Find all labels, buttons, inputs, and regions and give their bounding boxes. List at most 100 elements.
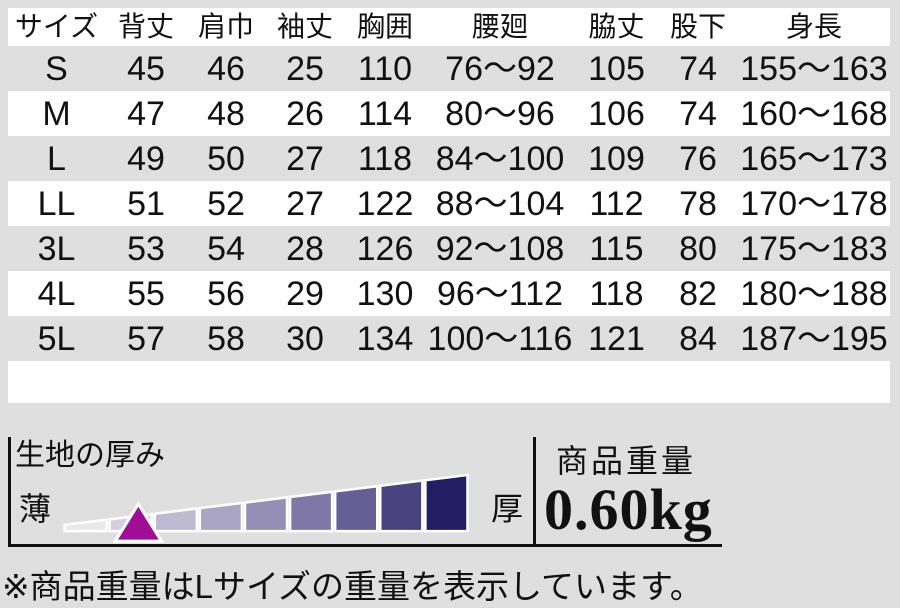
table-row: M 47 48 26 114 80〜96 106 74 160〜168 [8, 91, 890, 136]
value-cell: 74 [679, 94, 717, 133]
value-cell: 160〜168 [740, 94, 888, 133]
size-spec-table: サイズ 背丈 肩巾 袖丈 胸囲 腰廻 脇丈 股下 身長 S 45 46 25 110 76〜92 105 74… [8, 8, 890, 403]
value-cell: 56 [207, 274, 245, 313]
header-cell: サイズ [14, 11, 99, 42]
value-cell: 76〜92 [445, 49, 555, 88]
value-cell: 57 [127, 319, 165, 358]
wedge-segment [424, 473, 469, 533]
value-cell: 180〜188 [740, 274, 888, 313]
size-cell: 4L [37, 274, 76, 313]
value-cell: 78 [679, 184, 717, 223]
thin-label: 薄 [19, 491, 52, 527]
value-cell: 76 [679, 139, 717, 178]
header-cell: 背丈 [117, 11, 174, 42]
table-row: S 45 46 25 110 76〜92 105 74 155〜163 [8, 46, 890, 91]
value-cell: 29 [286, 274, 324, 313]
value-cell: 112 [589, 184, 644, 223]
size-cell: M [42, 94, 71, 133]
value-cell: 25 [286, 49, 324, 88]
value-cell: 84〜100 [435, 139, 565, 178]
header-cell: 肩巾 [197, 11, 254, 42]
value-cell: 84 [679, 319, 717, 358]
table-row: LL 51 52 27 122 88〜104 112 78 170〜178 [8, 181, 890, 226]
value-cell: 80 [679, 229, 717, 268]
wedge-segment [63, 518, 108, 533]
wedge-segment [333, 484, 379, 533]
wedge-segment [379, 479, 424, 533]
header-cell: 身長 [785, 11, 842, 42]
wedge-segment [288, 490, 334, 533]
value-cell: 80〜96 [445, 94, 555, 133]
table-empty-row [8, 361, 890, 403]
value-cell: 47 [127, 94, 165, 133]
value-cell: 170〜178 [740, 184, 888, 223]
value-cell: 58 [207, 319, 245, 358]
size-cell: L [47, 139, 66, 178]
value-cell: 54 [207, 229, 245, 268]
value-cell: 122 [356, 184, 414, 223]
value-cell: 55 [127, 274, 165, 313]
table-body: S 45 46 25 110 76〜92 105 74 155〜163 M 47 48 26 114 80〜… [8, 46, 890, 361]
value-cell: 92〜108 [435, 229, 565, 268]
value-cell: 51 [127, 184, 165, 223]
value-cell: 114 [357, 94, 413, 133]
value-cell: 45 [127, 49, 165, 88]
value-cell: 82 [679, 274, 717, 313]
size-cell: 5L [37, 319, 76, 358]
header-cell: 腰廻 [471, 11, 528, 42]
header-cell: 胸囲 [356, 11, 413, 42]
fabric-thickness-panel: 生地の厚み 薄 厚 [11, 437, 533, 544]
product-info-panel: 生地の厚み 薄 厚 商品重量 0.60kg [8, 437, 722, 547]
value-cell: 134 [356, 319, 414, 358]
fabric-thickness-title: 生地の厚み [15, 439, 165, 472]
thick-label: 厚 [491, 491, 524, 527]
product-weight-panel: 商品重量 0.60kg [536, 437, 722, 544]
value-cell: 26 [286, 94, 324, 133]
value-cell: 126 [356, 229, 414, 268]
table-row: 3L 53 54 28 126 92〜108 115 80 175〜183 [8, 226, 890, 271]
header-cell: 脇丈 [588, 11, 645, 42]
value-cell: 88〜104 [435, 184, 565, 223]
value-cell: 74 [679, 49, 717, 88]
value-cell: 109 [588, 139, 645, 178]
value-cell: 50 [207, 139, 245, 178]
value-cell: 52 [207, 184, 245, 223]
panel-divider [533, 437, 536, 544]
size-cell: S [45, 49, 68, 88]
table-row: L 49 50 27 118 84〜100 109 76 165〜173 [8, 136, 890, 181]
value-cell: 30 [286, 319, 324, 358]
value-cell: 100〜116 [427, 319, 573, 358]
wedge-segment [198, 501, 244, 533]
value-cell: 118 [357, 139, 413, 178]
value-cell: 105 [588, 49, 645, 88]
thickness-marker-icon [112, 501, 165, 543]
wedge-segment [153, 507, 199, 533]
product-weight-title: 商品重量 [556, 443, 697, 479]
value-cell: 118 [589, 274, 644, 313]
value-cell: 27 [286, 184, 324, 223]
value-cell: 155〜163 [740, 49, 888, 88]
value-cell: 106 [588, 94, 645, 133]
value-cell: 165〜173 [740, 139, 888, 178]
value-cell: 49 [127, 139, 165, 178]
product-weight-value: 0.60kg [544, 477, 713, 542]
footer-note: ※商品重量はLサイズの重量を表示しています。 [2, 568, 703, 605]
value-cell: 96〜112 [436, 274, 564, 313]
table-row: 4L 55 56 29 130 96〜112 118 82 180〜188 [8, 271, 890, 316]
wedge-segment [243, 495, 289, 533]
value-cell: 110 [357, 49, 413, 88]
value-cell: 27 [286, 139, 324, 178]
table-row: 5L 57 58 30 134 100〜116 121 84 187〜195 [8, 316, 890, 361]
size-cell: LL [37, 184, 76, 223]
value-cell: 121 [588, 319, 645, 358]
header-cell: 袖丈 [276, 11, 333, 42]
header-cell: 股下 [669, 11, 726, 42]
size-cell: 3L [37, 229, 76, 268]
value-cell: 175〜183 [740, 229, 888, 268]
thickness-wedge-chart [63, 473, 469, 543]
value-cell: 53 [127, 229, 165, 268]
value-cell: 115 [589, 229, 644, 268]
value-cell: 48 [207, 94, 245, 133]
value-cell: 130 [356, 274, 414, 313]
value-cell: 28 [286, 229, 324, 268]
